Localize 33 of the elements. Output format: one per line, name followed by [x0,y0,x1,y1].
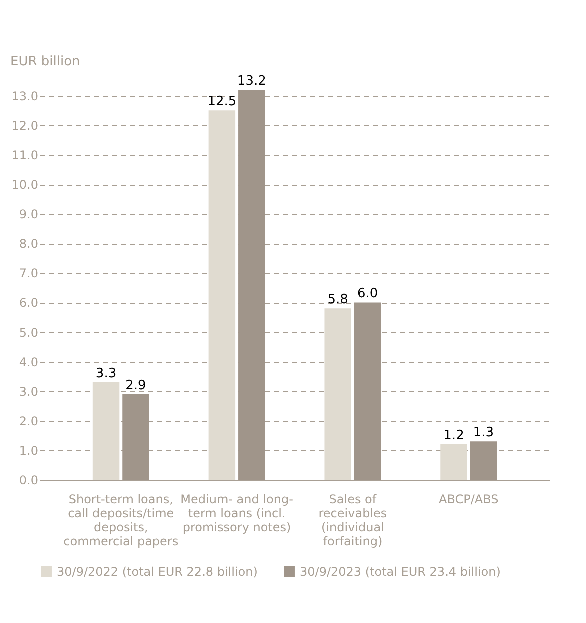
y-tick-label: 0.0 [19,474,38,488]
legend-label: 30/9/2022 (total EUR 22.8 billion) [57,564,258,579]
legend-label: 30/9/2023 (total EUR 23.4 billion) [300,564,501,579]
data-label: 2.9 [126,378,146,394]
x-tick-label: Medium- and long-term loans (incl. promissory notes) [180,492,294,534]
y-tick-label: 5.0 [19,326,38,340]
y-tick-label: 11.0 [12,148,38,162]
data-label: 1.2 [444,428,464,444]
y-tick-label: 6.0 [19,296,38,310]
y-tick-label: 1.0 [19,444,38,458]
bar [92,382,120,480]
data-label: 6.0 [357,286,378,302]
x-tick-label: Sales of receivables (individual forfaiting) [318,492,388,548]
bar [440,444,468,480]
y-tick-label: 13.0 [12,89,38,104]
x-tick-label: ABCP/ABS [438,492,499,506]
y-axis-title: EUR billion [10,54,80,70]
y-tick-label: 3.0 [19,384,38,399]
data-label: 13.2 [237,74,266,89]
y-tick-label: 9.0 [19,208,38,222]
x-tick-label: Short-term loans, call deposits/time deposits, commercial papers [64,492,179,548]
data-label: 12.5 [208,94,237,110]
data-label: 5.8 [328,292,348,308]
data-label: 3.3 [96,366,117,382]
y-tick-label: 2.0 [19,414,38,428]
y-tick-label: 12.0 [12,118,38,133]
y-tick-label: 7.0 [19,266,38,281]
data-label: 1.3 [473,426,494,441]
y-tick-label: 10.0 [12,178,38,192]
bar [208,110,236,480]
bar [324,308,352,480]
y-tick-label: 4.0 [19,355,38,370]
y-tick-label: 8.0 [19,237,38,252]
